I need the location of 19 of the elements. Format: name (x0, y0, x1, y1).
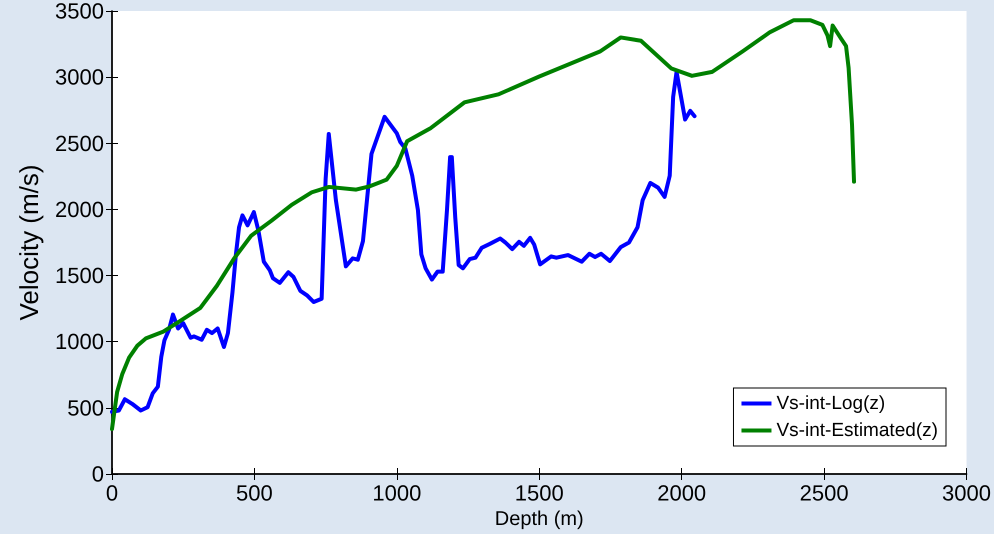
legend-label: Vs-int-Log(z) (776, 393, 886, 414)
x-tick-label: 2000 (657, 480, 706, 506)
y-tick-label: 1000 (55, 329, 104, 354)
x-tick-label: 2500 (800, 480, 849, 506)
y-tick-label: 3500 (55, 0, 104, 24)
x-tick-label: 1500 (514, 480, 564, 506)
y-tick-label: 0 (92, 462, 104, 486)
x-axis-title: Depth (m) (494, 508, 584, 530)
y-tick-label: 2500 (55, 130, 104, 156)
line-series (110, 70, 697, 414)
legend-label: Vs-int-Estimated(z) (776, 420, 938, 441)
y-axis-title: Velocity (m/s) (14, 164, 44, 321)
x-tick-label: 1000 (372, 480, 422, 506)
x-tick-label: 3000 (942, 480, 992, 506)
x-tick-label: 500 (236, 480, 273, 506)
y-tick-label: 3000 (55, 64, 104, 90)
y-tick-label: 2000 (55, 196, 104, 222)
y-tick-label: 1500 (55, 263, 104, 288)
y-tick-label: 500 (67, 395, 104, 420)
